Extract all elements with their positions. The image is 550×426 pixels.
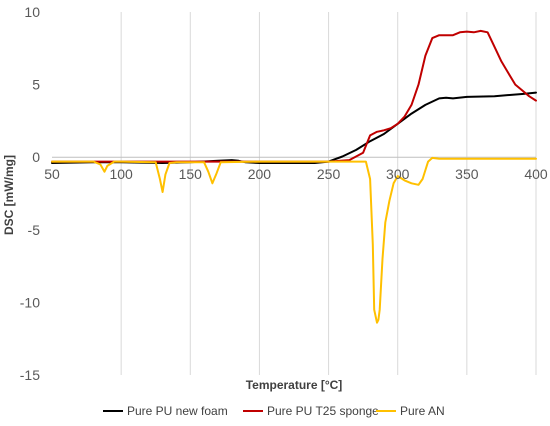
y-tick-label: 5 <box>32 77 40 93</box>
y-tick-label: 0 <box>32 149 40 165</box>
x-tick-label: 150 <box>179 166 203 182</box>
grid-lines <box>120 12 537 375</box>
series-lines <box>51 29 537 324</box>
series-line-2 <box>51 156 537 324</box>
legend: Pure PU new foam Pure PU T25 sponge Pure A… <box>103 404 445 418</box>
x-tick-label: 250 <box>317 166 341 182</box>
x-tick-label: 350 <box>455 166 479 182</box>
legend-label-0: Pure PU new foam <box>127 404 228 418</box>
legend-label-2: Pure AN <box>400 404 445 418</box>
x-tick-label: 50 <box>44 166 60 182</box>
series-line-1 <box>51 29 537 163</box>
y-tick-label: -5 <box>28 222 41 238</box>
x-tick-labels: 50 100 150 200 250 300 350 400 <box>44 166 548 182</box>
y-axis-label: DSC [mW/mg] <box>2 155 16 235</box>
series-line-0 <box>51 91 537 164</box>
legend-label-1: Pure PU T25 sponge <box>267 404 379 418</box>
y-tick-label: 10 <box>24 4 40 20</box>
y-tick-label: -15 <box>20 367 40 383</box>
y-tick-labels: 10 5 0 -5 -10 -15 <box>20 4 40 383</box>
x-tick-label: 100 <box>109 166 133 182</box>
x-tick-label: 300 <box>386 166 410 182</box>
y-tick-label: -10 <box>20 294 40 310</box>
x-tick-label: 200 <box>248 166 272 182</box>
x-axis-label: Temperature [°C] <box>246 378 343 392</box>
x-tick-label: 400 <box>524 166 548 182</box>
